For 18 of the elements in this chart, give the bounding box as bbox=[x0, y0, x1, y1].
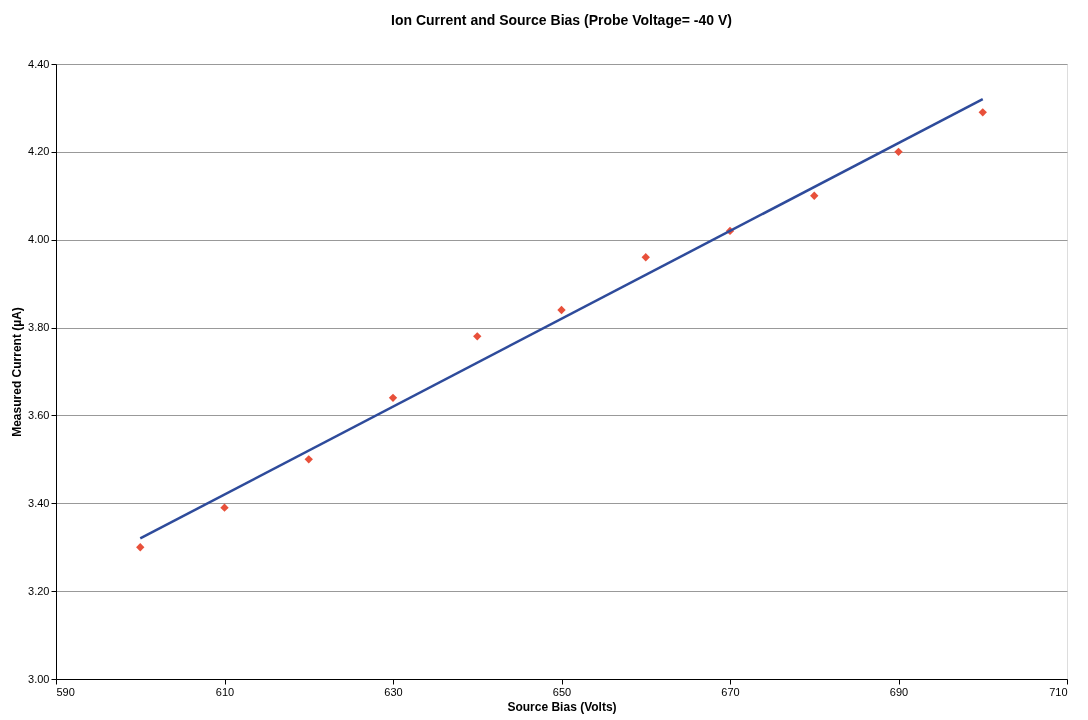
y-tick-label: 4.00 bbox=[28, 233, 50, 246]
y-tick-label: 4.40 bbox=[28, 57, 50, 70]
y-tick-label: 4.20 bbox=[28, 145, 50, 158]
x-tick-label: 590 bbox=[56, 685, 75, 698]
x-tick-label: 670 bbox=[721, 685, 740, 698]
y-tick-label: 3.00 bbox=[28, 672, 50, 685]
x-tick-label: 650 bbox=[552, 685, 572, 698]
x-axis-title: Source Bias (Volts) bbox=[507, 699, 617, 714]
x-tick-label: 630 bbox=[384, 685, 403, 698]
y-tick-label: 3.20 bbox=[28, 584, 50, 597]
y-tick-label: 3.40 bbox=[28, 496, 50, 509]
x-tick-label: 610 bbox=[215, 685, 235, 698]
y-tick-label: 3.60 bbox=[28, 408, 50, 421]
y-tick-label: 3.80 bbox=[28, 321, 50, 334]
chart-title: Ion Current and Source Bias (Probe Voltage= -40 V) bbox=[391, 12, 732, 28]
y-axis-title: Measured Current (µA) bbox=[10, 307, 25, 437]
x-tick-label: 690 bbox=[889, 685, 909, 698]
x-tick-label: 710 bbox=[1049, 685, 1068, 698]
